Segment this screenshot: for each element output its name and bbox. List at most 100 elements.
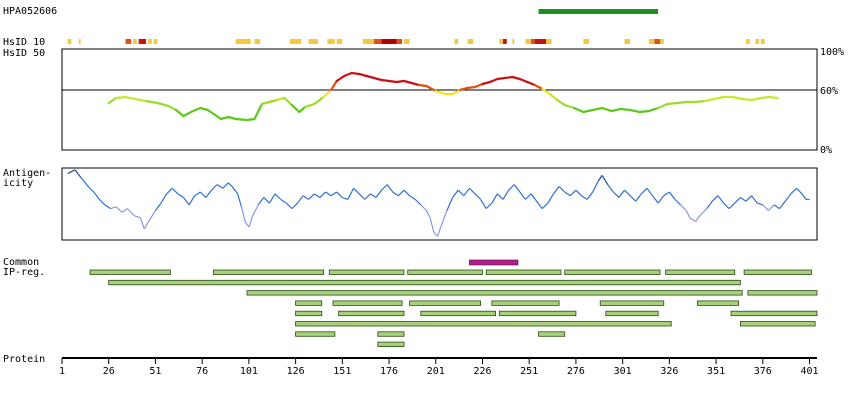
protein-tick-label: 101 [240, 366, 258, 377]
hsid10-block [396, 39, 403, 44]
identity-segment [387, 79, 398, 84]
antigenicity-segment [222, 182, 229, 189]
hsid10-block [660, 39, 664, 44]
identity-segment [638, 109, 650, 114]
identity-segment [647, 106, 660, 113]
antigenicity-segment [409, 195, 416, 200]
antigenicity-segment [480, 199, 487, 209]
identity-segment [395, 79, 406, 84]
common-region-bar [491, 300, 560, 306]
identity-segment [335, 74, 346, 83]
antigenicity-segment [139, 217, 145, 230]
antigenicity-segment [779, 200, 786, 209]
protein-axis-ticks: 1 26 51 76 101 126 151 176 201 226 251 276 301 326 351… [59, 358, 819, 377]
common-region-bar [332, 300, 403, 306]
common-region-bar [420, 310, 496, 317]
common-region-bar [599, 300, 665, 306]
identity-segment [260, 100, 271, 106]
antigenicity-segment [536, 200, 543, 209]
identity-segment [526, 80, 536, 87]
common-region-bar [485, 269, 562, 275]
protein-tick-label: 51 [149, 366, 161, 377]
antigenicity-segment [188, 195, 196, 206]
common-region-bar [295, 300, 323, 306]
antigenicity-segment [257, 197, 265, 206]
antigenicity-segment [773, 204, 780, 210]
antigenicity-segment [263, 197, 270, 204]
protein-tick-label: 201 [427, 366, 445, 377]
identity-segment [358, 72, 368, 78]
protein-tick-label: 76 [196, 366, 208, 377]
hsid10-block [153, 39, 158, 44]
antigenicity-segment [734, 197, 741, 204]
hsid10-track [67, 39, 765, 44]
epitope-highlight-bar [469, 259, 519, 266]
identity-segment [503, 75, 514, 80]
hsid10-block [336, 39, 343, 44]
antigenicity-segment [751, 195, 758, 204]
antigenicity-segment [685, 210, 691, 219]
antigenicity-segment [706, 200, 713, 209]
antigenicity-panel [61, 167, 818, 241]
protein-tick-label: 351 [707, 366, 725, 377]
antigenicity-segment [280, 198, 287, 204]
identity-segment [466, 85, 477, 90]
antigenicity-segment [440, 210, 448, 226]
antigenicity-segment [717, 195, 725, 204]
antigenicity-segment [457, 189, 465, 197]
hsid10-block [546, 39, 552, 44]
antigenicity-segment [319, 191, 326, 198]
antigenicity-segment [194, 191, 201, 197]
hsid10-block [362, 39, 375, 44]
antigenicity-segment [375, 189, 383, 198]
antigenicity-segment [403, 189, 411, 197]
identity-segment [675, 100, 688, 105]
hsid10-block [745, 39, 750, 44]
common-region-bar [739, 321, 816, 327]
identity-segment [298, 105, 307, 114]
antigenicity-segment [728, 202, 736, 210]
antigenicity-segment [553, 186, 560, 195]
protein-tick-label: 151 [333, 366, 351, 377]
identity-segment [731, 95, 744, 101]
common-region-bar [377, 341, 405, 348]
common-region-bar [338, 310, 405, 317]
antigenicity-segment [98, 198, 106, 206]
hsid10-block [531, 39, 535, 44]
antigenicity-segment [474, 193, 482, 200]
identity-segment [107, 96, 118, 105]
hsid10-block [235, 39, 251, 44]
antigenicity-segment [227, 182, 233, 187]
protein-tick-label: 301 [614, 366, 632, 377]
hsid10-block [648, 39, 655, 44]
hsid10-block [254, 39, 261, 44]
antigen-id-label: HPA052606 [3, 6, 57, 17]
identity-segment [458, 86, 469, 92]
antigenicity-segment [296, 195, 304, 204]
antigenicity-segment [240, 206, 246, 222]
antigenicity-segment [87, 186, 95, 193]
hsid50-label: HsID 50 [3, 48, 45, 59]
common-region-bar [407, 269, 483, 275]
hsid10-block [327, 39, 335, 44]
antigenicity-segment [581, 195, 588, 200]
antigenicity-segment [612, 191, 620, 198]
hsid10-block [755, 39, 760, 44]
common-label-line1: Common [3, 257, 39, 268]
common-region-bar [538, 331, 566, 337]
protein-tick-label: 226 [473, 366, 491, 377]
antigenicity-segment [547, 193, 555, 204]
antigenicity-segment [700, 208, 708, 215]
antigenicity-segment [597, 175, 603, 182]
antigenicity-segment [433, 232, 439, 237]
antigenicity-segment [497, 193, 504, 200]
identity-segment [115, 95, 127, 100]
antigenicity-segment [680, 204, 687, 211]
antigenicity-segment [607, 184, 614, 193]
antigenicity-segment [586, 191, 594, 200]
antigenicity-segment [629, 195, 637, 202]
antigenicity-segment [205, 189, 212, 198]
antigenicity-segment [336, 191, 343, 198]
